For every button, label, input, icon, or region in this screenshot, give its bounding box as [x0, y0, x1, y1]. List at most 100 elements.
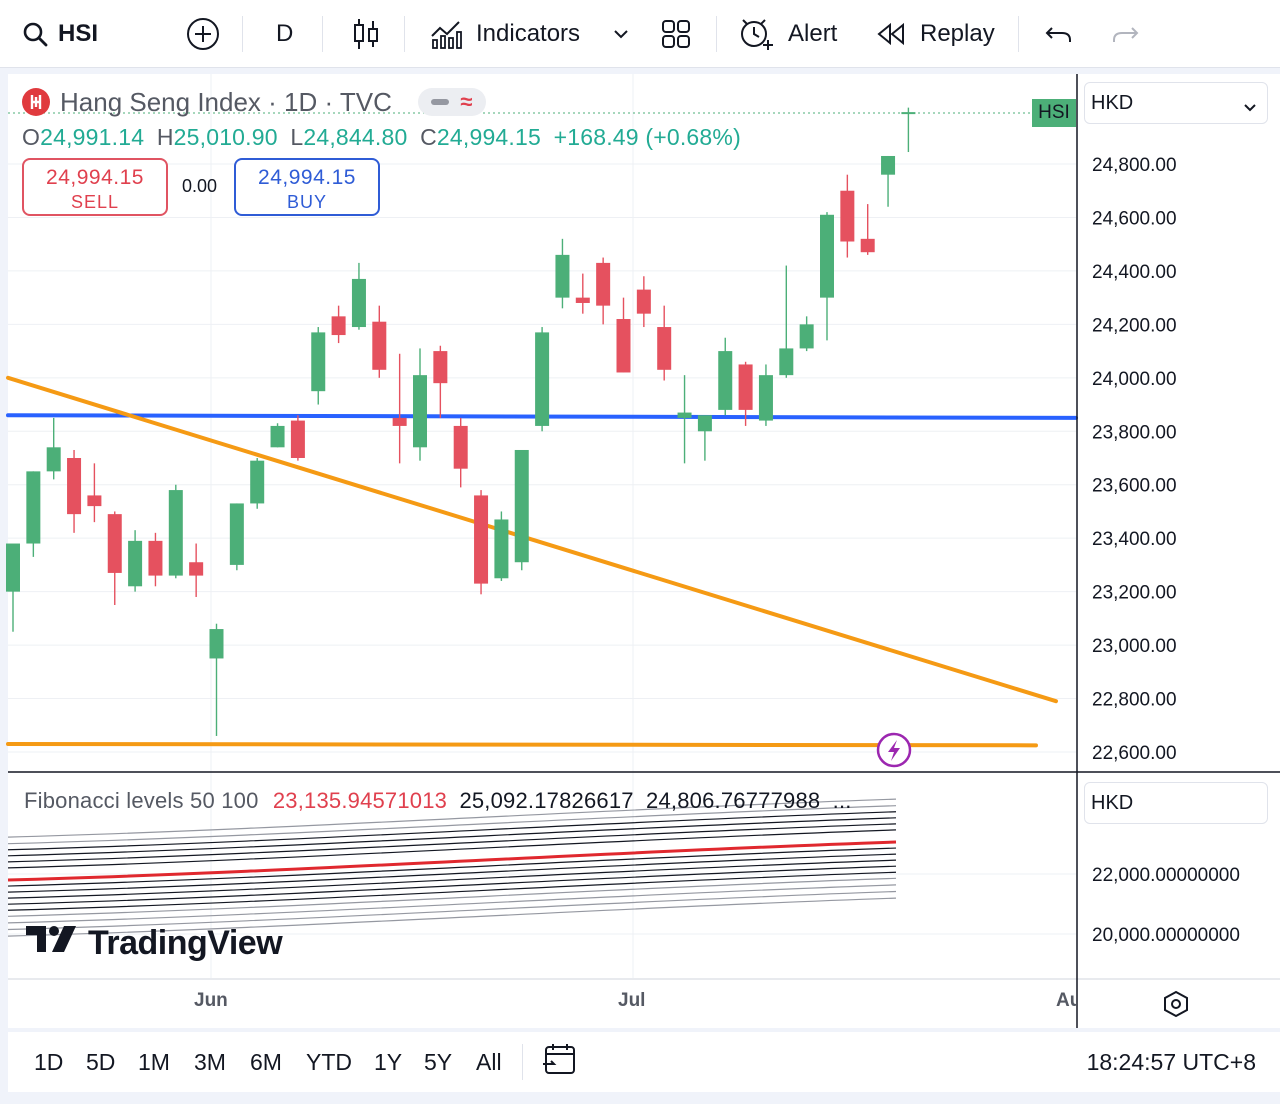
redo-button[interactable]	[1110, 0, 1140, 68]
tradingview-mark-icon	[26, 924, 80, 963]
price-axis-ticks: 24,800.00 24,600.00 24,400.00 24,200.00 24,0…	[1092, 155, 1240, 946]
interval-label: D	[276, 20, 294, 47]
replay-label: Replay	[920, 20, 995, 47]
candle-body	[433, 351, 448, 384]
fib-level-line	[7, 798, 897, 838]
candle-body	[26, 471, 41, 544]
range-all[interactable]: All	[476, 1048, 502, 1075]
range-5d[interactable]: 5D	[86, 1048, 116, 1075]
range-3m[interactable]: 3M	[194, 1048, 226, 1075]
toolbar-divider	[322, 16, 323, 52]
candle-body	[860, 238, 875, 253]
candle-body	[453, 425, 468, 469]
time-label-aug: Au	[1056, 990, 1076, 1011]
fib-currency-label-box[interactable]: HKD	[1084, 782, 1268, 824]
candle-body	[189, 562, 204, 576]
close-key: C	[420, 124, 437, 150]
bottom-divider	[522, 1044, 523, 1080]
goto-date-button[interactable]	[542, 1032, 578, 1092]
candle-body	[148, 540, 163, 576]
low-value: 24,844.80	[303, 124, 408, 150]
alert-label: Alert	[788, 20, 838, 47]
buy-button[interactable]: 24,994.15 BUY	[234, 158, 380, 216]
fib-level-line	[7, 871, 897, 911]
alert-button[interactable]: Alert	[738, 0, 837, 68]
ohlc-values: O24,991.14 H25,010.90 L24,844.80 C24,994…	[22, 124, 741, 151]
price-tick-label: 23,000.00	[1092, 636, 1177, 657]
candle-body	[311, 332, 326, 392]
candles-icon	[352, 17, 380, 51]
clock-timezone[interactable]: 18:24:57 UTC+8	[1086, 1048, 1256, 1075]
brand-name: TradingView	[88, 923, 283, 962]
range-1d[interactable]: 1D	[34, 1048, 64, 1075]
candle-body	[229, 503, 244, 565]
compare-add-button[interactable]	[186, 0, 220, 68]
candle-body	[250, 460, 265, 504]
candle-body	[351, 278, 366, 328]
candle-body	[799, 324, 814, 349]
symbol-search-button[interactable]: HSI	[22, 0, 98, 68]
candle-body	[46, 447, 61, 472]
range-6m[interactable]: 6M	[250, 1048, 282, 1075]
indicators-dropdown[interactable]	[612, 0, 630, 68]
price-tick-label: 23,600.00	[1092, 476, 1177, 497]
low-key: L	[290, 124, 304, 150]
price-tick-label: 24,400.00	[1092, 262, 1177, 283]
chart-panel[interactable]	[8, 74, 1280, 1028]
rewind-icon	[876, 22, 906, 46]
layout-button[interactable]	[660, 0, 692, 68]
candle-body	[677, 412, 692, 418]
undo-icon	[1044, 22, 1074, 46]
tradingview-logo[interactable]: TradingView	[26, 920, 283, 966]
indicators-label: Indicators	[476, 20, 581, 47]
fib-value-3: 24,806.76777988	[646, 788, 821, 813]
candle-body	[209, 629, 224, 659]
indicators-button[interactable]: Indicators	[430, 0, 580, 68]
lightning-icon	[876, 732, 912, 768]
fib-level-line	[7, 890, 897, 931]
grid-layout-icon	[660, 18, 692, 50]
candle-body	[474, 495, 489, 584]
sell-button[interactable]: 24,994.15 SELL	[22, 158, 168, 216]
range-ytd[interactable]: YTD	[306, 1048, 352, 1075]
search-icon	[22, 21, 48, 47]
legend-title-row[interactable]: Hang Seng Index · 1D · TVC ≈	[22, 84, 486, 120]
replay-button[interactable]: Replay	[876, 0, 995, 68]
fib-tick-label: 20,000.00000000	[1092, 925, 1240, 946]
range-1y[interactable]: 1Y	[374, 1048, 403, 1075]
candle-body	[636, 289, 651, 314]
candle-body	[270, 425, 285, 448]
candle-body	[67, 458, 82, 515]
chart-settings-button[interactable]	[1162, 990, 1190, 1023]
price-tick-label: 24,000.00	[1092, 369, 1177, 390]
fib-legend[interactable]: Fibonacci levels 50 100 23,135.94571013 …	[24, 788, 852, 814]
candle-body	[596, 262, 611, 306]
candle-body	[881, 155, 896, 175]
buy-label: BUY	[286, 192, 327, 212]
fib-level-line	[7, 829, 897, 869]
price-chart[interactable]: 24,800.00 24,600.00 24,400.00 24,200.00 24,0…	[0, 0, 1280, 1032]
range-5y[interactable]: 5Y	[424, 1048, 453, 1075]
minus-icon	[431, 93, 450, 111]
spread-value: 0.00	[182, 176, 218, 196]
legend-toggle-pill[interactable]: ≈	[417, 88, 486, 116]
currency-select[interactable]: HKD	[1084, 82, 1268, 124]
range-1m[interactable]: 1M	[138, 1048, 170, 1075]
fib-level-line	[7, 811, 897, 851]
interval-button[interactable]: D	[276, 0, 293, 68]
undo-button[interactable]	[1044, 0, 1074, 68]
fib-level-line	[7, 859, 897, 899]
buy-price: 24,994.15	[258, 166, 356, 189]
time-label-jul: Jul	[618, 990, 646, 1011]
chart-type-button[interactable]	[352, 0, 380, 68]
high-value: 25,010.90	[173, 124, 278, 150]
drawing-lines[interactable]	[6, 375, 1078, 748]
candle-body	[87, 495, 102, 507]
close-value: 24,994.15	[436, 124, 541, 150]
sell-label: SELL	[70, 192, 120, 212]
chevron-down-icon	[1243, 96, 1257, 119]
candle-body	[697, 415, 712, 432]
price-tick-label: 24,600.00	[1092, 208, 1177, 229]
fib-tick-label: 22,000.00000000	[1092, 865, 1240, 886]
fibonacci-lines	[7, 798, 897, 937]
